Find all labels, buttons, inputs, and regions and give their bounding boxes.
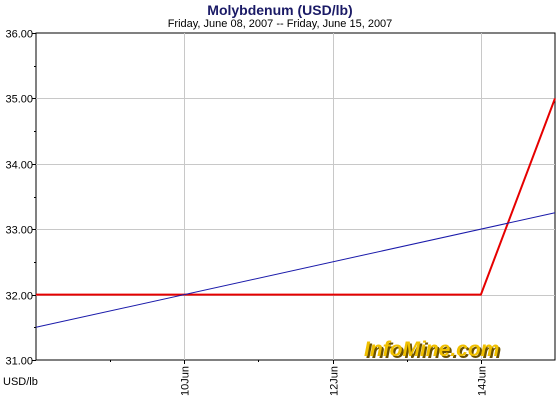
chart-subtitle: Friday, June 08, 2007 -- Friday, June 15…: [168, 18, 393, 30]
watermark-logo-text: InfoMine.com: [364, 338, 499, 361]
watermark-logo-shadow: InfoMine.com: [366, 340, 501, 363]
y-axis: 31.00 32.00 33.00 34.00 35.00 36.00: [5, 29, 36, 368]
y-tick-label: 33.00: [5, 225, 33, 237]
y-tick-label: 32.00: [5, 291, 33, 303]
chart-title: Molybdenum (USD/lb): [207, 2, 352, 18]
x-tick-label: 12Jun: [329, 366, 341, 396]
series-line-2: [35, 212, 556, 328]
watermark-logo: InfoMine.com InfoMine.com: [364, 338, 501, 363]
y-unit-label: USD/lb: [3, 376, 38, 388]
series-lines: [35, 98, 556, 328]
y-tick-label: 35.00: [5, 94, 33, 106]
x-tick-label: 14Jun: [477, 366, 489, 396]
x-axis: 10Jun 12Jun 14Jun: [110, 360, 489, 396]
y-tick-label: 31.00: [5, 356, 33, 368]
x-tick-label: 10Jun: [180, 366, 192, 396]
y-tick-label: 34.00: [5, 160, 33, 172]
y-tick-label: 36.00: [5, 29, 33, 41]
plot-area: [35, 32, 556, 361]
